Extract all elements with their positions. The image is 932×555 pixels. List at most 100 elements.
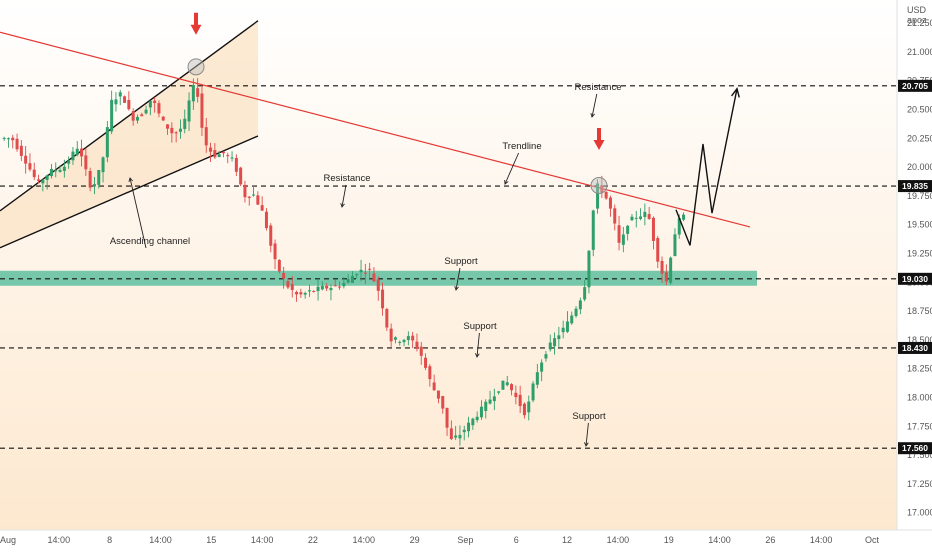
candle-body: [166, 124, 170, 129]
candle-body: [660, 260, 664, 274]
candle-body: [583, 287, 587, 300]
annotation-pointer-head: [590, 113, 595, 118]
candle-body: [105, 127, 109, 158]
price-tick-label: 17.500: [907, 450, 932, 460]
price-tick-label: 17.750: [907, 421, 932, 431]
candle-body: [544, 354, 548, 359]
time-tick-label: Sep: [457, 535, 473, 545]
candle-body: [501, 380, 505, 390]
trendline-line: [0, 31, 751, 228]
candle-body: [385, 309, 389, 328]
candle-body: [617, 225, 621, 243]
candle-body: [243, 184, 247, 198]
time-tick-label: 12: [562, 535, 572, 545]
projection-arrowhead: [731, 87, 740, 98]
time-tick-label: 14:00: [607, 535, 630, 545]
time-tick-label: 26: [765, 535, 775, 545]
candle-body: [148, 100, 152, 108]
projection-path: [675, 87, 740, 246]
candle-body: [101, 157, 105, 173]
candle-body: [578, 300, 582, 310]
annotation-label: Support: [444, 256, 478, 267]
candle-body: [608, 197, 612, 209]
candle-body: [282, 272, 286, 279]
candle-body: [505, 382, 509, 386]
price-level-tag: [898, 180, 932, 193]
candle-body: [15, 138, 19, 150]
time-tick-label: 14:00: [48, 535, 71, 545]
price-tick-label: 21.000: [907, 47, 932, 57]
down-arrow: [593, 127, 605, 150]
candle-body: [286, 281, 290, 288]
candle-body: [303, 292, 307, 295]
candle-body: [2, 137, 6, 139]
price-level-label: 18.430: [902, 343, 928, 353]
candle-body: [510, 384, 514, 391]
price-tick-label: 19.500: [907, 220, 932, 230]
candle-body: [673, 234, 677, 257]
annotation-pointer-head: [504, 179, 509, 185]
candle-body: [144, 109, 148, 114]
candle-body: [110, 99, 114, 132]
time-tick-label: 6: [514, 535, 519, 545]
candle-body: [604, 191, 608, 199]
time-axis: Aug 14:00 8 14:00 15 14:00 22 14:00 29 Sep 6 12 14:0…: [0, 535, 879, 545]
candle-body: [664, 272, 668, 282]
candle-body: [621, 234, 625, 245]
candle-body: [600, 185, 604, 193]
time-tick-label: 14:00: [352, 535, 375, 545]
candle-body: [183, 118, 187, 129]
candle-body: [342, 282, 346, 287]
annotation-label: Ascending channel: [110, 236, 190, 247]
candle-body: [11, 137, 15, 141]
annotation-label: Support: [572, 411, 606, 422]
price-level-tag: [898, 442, 932, 455]
candle-body: [462, 429, 466, 433]
candle-body: [196, 88, 200, 97]
candle-body: [260, 205, 264, 211]
candle-body: [389, 328, 393, 342]
candle-body: [411, 335, 415, 341]
candle-body: [325, 285, 329, 289]
price-tick-label: 17.000: [907, 508, 932, 518]
candle-body: [471, 418, 475, 426]
candle-body: [209, 147, 213, 152]
candle-body: [677, 218, 681, 235]
candle-body: [123, 96, 127, 103]
candle-body: [312, 291, 316, 293]
candle-body: [484, 401, 488, 411]
candle-body: [565, 321, 569, 332]
candle-body: [449, 428, 453, 440]
annotations: Resistance Trendline Resistance Support Supp…: [110, 82, 622, 447]
candle-body: [454, 435, 458, 438]
candle-body: [393, 337, 397, 340]
price-level-tag: [898, 272, 932, 285]
time-tick-label: 14:00: [251, 535, 274, 545]
candle-body: [290, 284, 294, 291]
candle-body: [561, 327, 565, 333]
touch-circle: [187, 58, 205, 76]
annotation-pointer: [591, 93, 598, 118]
candle-body: [269, 225, 273, 246]
price-level-label: 19.835: [902, 181, 928, 191]
candle-body: [131, 111, 135, 121]
candle-body: [488, 399, 492, 404]
price-level-tag: [898, 341, 932, 354]
candle-body: [37, 179, 41, 181]
candle-body: [153, 100, 157, 104]
candle-body: [613, 208, 617, 224]
annotation-pointer: [585, 422, 589, 447]
price-level-label: 20.705: [902, 81, 928, 91]
candle-body: [630, 216, 634, 221]
annotation-pointer: [504, 152, 520, 185]
candle-body: [479, 406, 483, 418]
time-tick-label: 19: [664, 535, 674, 545]
annotation-pointer-head: [475, 353, 480, 358]
annotation-pointer: [341, 184, 347, 208]
candle-body: [114, 99, 118, 105]
candle-body: [6, 138, 10, 140]
horizontal-levels: [0, 85, 897, 449]
candle-body: [359, 269, 363, 273]
candle-body: [338, 286, 342, 288]
candle-body: [54, 170, 58, 172]
